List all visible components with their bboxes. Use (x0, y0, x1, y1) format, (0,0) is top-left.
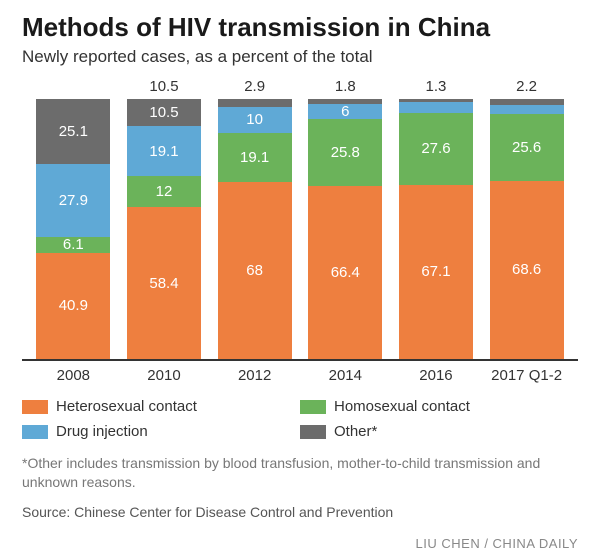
bar-segment-homo: 25.8 (308, 119, 382, 186)
bar-segment-other: 10.5 (127, 99, 201, 126)
bar-column: 2.9 6819.110 (218, 81, 292, 359)
legend-label: Drug injection (56, 423, 148, 440)
bar-column: 10.558.41219.110.5 (127, 81, 201, 359)
bar-segment-hetero: 68.6 (490, 181, 564, 359)
bar-segment-homo: 25.6 (490, 114, 564, 181)
x-axis-labels: 2008 2010 2012 2014 2016 2017 Q1-2 (22, 367, 578, 384)
bar-segment-hetero: 58.4 (127, 207, 201, 359)
bar-segment-drug (399, 102, 473, 112)
bar-stack: 66.425.86 (308, 99, 382, 359)
legend: Heterosexual contact Homosexual contact Dr… (22, 398, 578, 440)
bar-segment-other (218, 99, 292, 107)
legend-item-hetero: Heterosexual contact (22, 398, 300, 415)
bar-top-label: 2.9 (244, 78, 265, 95)
bar-segment-hetero: 66.4 (308, 186, 382, 359)
bar-column: 1.8 66.425.86 (308, 81, 382, 359)
chart-subtitle: Newly reported cases, as a percent of th… (22, 47, 578, 67)
legend-label: Heterosexual contact (56, 398, 197, 415)
x-axis-label: 2012 (218, 367, 292, 384)
legend-swatch (300, 425, 326, 439)
stacked-bar-chart: 40.96.127.925.110.558.41219.110.52.96819… (22, 81, 578, 361)
bar-segment-homo: 27.6 (399, 113, 473, 185)
legend-swatch (300, 400, 326, 414)
legend-item-other: Other* (300, 423, 578, 440)
bar-segment-drug: 27.9 (36, 164, 110, 237)
bar-segment-hetero: 67.1 (399, 185, 473, 359)
bar-segment-hetero: 40.9 (36, 253, 110, 359)
bar-stack: 40.96.127.925.1 (36, 99, 110, 359)
legend-swatch (22, 400, 48, 414)
bar-segment-hetero: 68 (218, 182, 292, 359)
source-line: Source: Chinese Center for Disease Contr… (22, 504, 578, 520)
x-axis-label: 2010 (127, 367, 201, 384)
bar-top-label: 2.2 (516, 78, 537, 95)
bar-segment-drug: 6 (308, 104, 382, 120)
legend-swatch (22, 425, 48, 439)
x-axis-label: 2014 (308, 367, 382, 384)
bar-stack: 6819.110 (218, 99, 292, 359)
credit-line: LIU CHEN / CHINA DAILY (22, 536, 578, 551)
footnote: *Other includes transmission by blood tr… (22, 454, 578, 492)
bar-top-label: 10.5 (149, 78, 178, 95)
bar-column: 40.96.127.925.1 (36, 81, 110, 359)
x-axis-label: 2008 (36, 367, 110, 384)
chart-title: Methods of HIV transmission in China (22, 12, 578, 43)
bar-column: 1.3 67.127.6 (399, 81, 473, 359)
bar-stack: 58.41219.110.5 (127, 99, 201, 359)
legend-item-drug: Drug injection (22, 423, 300, 440)
bar-segment-homo: 19.1 (218, 133, 292, 183)
bar-top-label: 1.3 (426, 78, 447, 95)
bar-column: 2.2 68.625.6 (490, 81, 564, 359)
bar-segment-drug (490, 105, 564, 114)
x-axis-label: 2016 (399, 367, 473, 384)
bar-stack: 67.127.6 (399, 99, 473, 359)
legend-item-homo: Homosexual contact (300, 398, 578, 415)
legend-label: Other* (334, 423, 377, 440)
bar-segment-drug: 10 (218, 107, 292, 133)
bar-stack: 68.625.6 (490, 99, 564, 359)
bar-segment-homo: 12 (127, 176, 201, 207)
bar-segment-other: 25.1 (36, 99, 110, 164)
x-axis-label: 2017 Q1-2 (490, 367, 564, 384)
bar-segment-homo: 6.1 (36, 237, 110, 253)
legend-label: Homosexual contact (334, 398, 470, 415)
bar-top-label: 1.8 (335, 78, 356, 95)
bar-segment-drug: 19.1 (127, 126, 201, 176)
